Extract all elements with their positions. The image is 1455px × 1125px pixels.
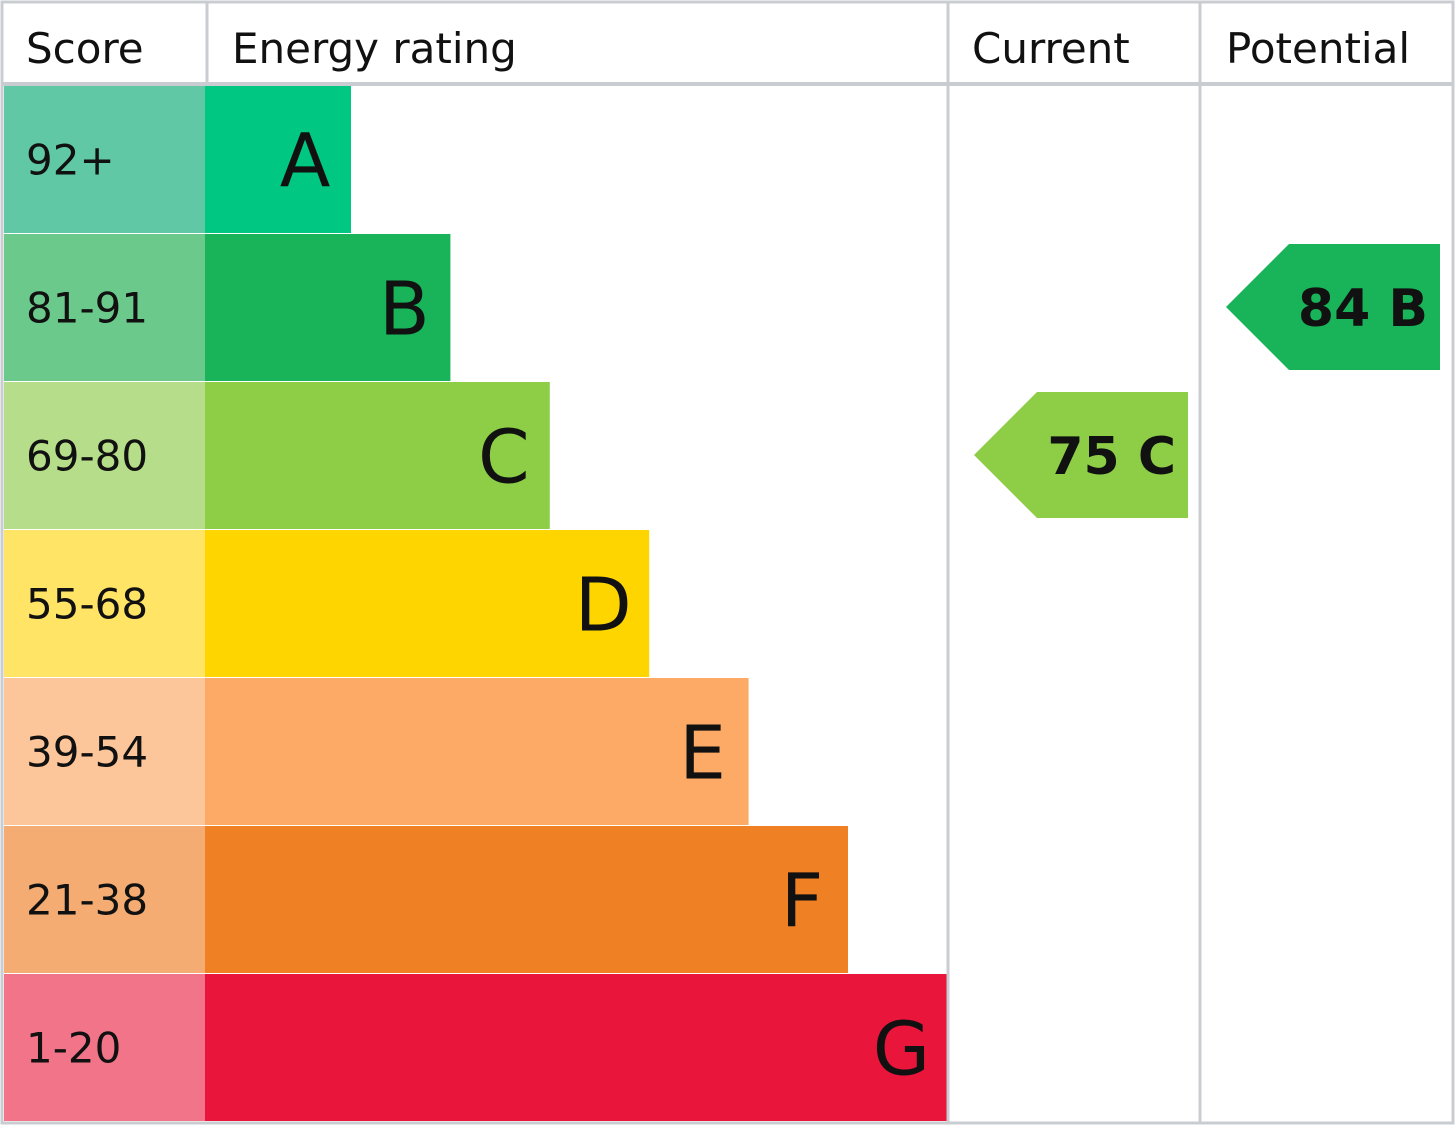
score-cell-b [4,234,205,381]
band-bar-f [205,826,848,973]
score-label-b: 81-91 [26,284,148,333]
header-current: Current [972,24,1130,73]
potential-rating-arrow-label: 84 B [1298,279,1428,339]
band-letter-g: G [873,1007,930,1093]
band-letter-b: B [379,267,430,353]
potential-rating-arrow [1226,244,1440,370]
score-label-e: 39-54 [26,728,148,777]
header-potential: Potential [1226,24,1410,73]
score-label-d: 55-68 [26,580,148,629]
header-score: Score [26,24,144,73]
score-label-a: 92+ [26,136,115,185]
score-label-f: 21-38 [26,876,148,925]
arrows-layer: 75 C 84 B [974,244,1440,518]
band-bar-g [205,974,948,1121]
band-letter-f: F [781,859,824,945]
header-energy-rating: Energy rating [232,24,517,73]
current-rating-arrow [974,392,1188,518]
band-bar-d [205,530,650,677]
band-bar-e [205,678,749,825]
band-letter-e: E [679,711,726,797]
score-label-c: 69-80 [26,432,148,481]
score-label-g: 1-20 [26,1024,121,1073]
band-letter-a: A [280,119,331,205]
band-bar-a [205,86,351,233]
score-cell-a [4,86,205,233]
score-cell-e [4,678,205,825]
band-bar-b [205,234,451,381]
band-bar-c [205,382,550,529]
score-cell-g [4,974,205,1121]
band-letter-d: D [575,563,632,649]
score-cell-c [4,382,205,529]
band-letter-c: C [478,415,530,501]
score-cell-f [4,826,205,973]
score-cell-d [4,530,205,677]
bands-layer: 92+ A 81-91 B 69-80 C 55-68 D 39-54 E 21-38 F 1-20 G [4,86,948,1121]
current-rating-arrow-label: 75 C [1047,427,1176,487]
